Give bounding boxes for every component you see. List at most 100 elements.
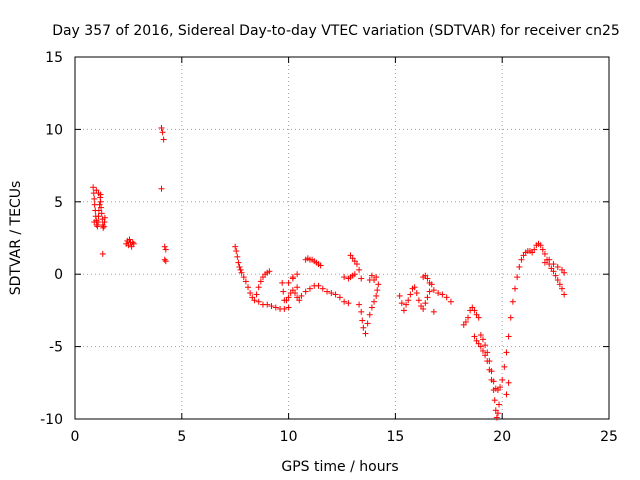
data-point — [407, 291, 414, 298]
data-point — [405, 297, 412, 304]
data-point — [443, 294, 450, 301]
x-tick-label: 25 — [600, 429, 618, 445]
data-point — [341, 298, 348, 305]
data-point — [242, 278, 249, 285]
data-point — [161, 256, 168, 263]
data-point — [237, 266, 244, 273]
data-point — [266, 268, 273, 275]
data-point — [422, 300, 429, 307]
data-point — [255, 284, 262, 291]
data-point — [439, 291, 446, 298]
data-point — [129, 239, 136, 246]
data-point — [362, 330, 369, 337]
data-point — [315, 282, 322, 289]
data-point — [398, 300, 405, 307]
data-point — [505, 333, 512, 340]
data-point — [491, 397, 498, 404]
data-point — [253, 291, 260, 298]
data-point — [233, 248, 240, 255]
data-point — [556, 281, 563, 288]
y-axis-label: SDTVAR / TECUs — [8, 181, 24, 296]
data-point — [328, 290, 335, 297]
data-point — [95, 213, 102, 220]
data-point — [415, 297, 422, 304]
data-point — [364, 320, 371, 327]
data-point — [486, 358, 493, 365]
data-point — [493, 414, 500, 421]
data-point — [488, 368, 495, 375]
data-point — [561, 269, 568, 276]
data-point — [240, 274, 247, 281]
data-point — [158, 185, 165, 192]
data-point — [447, 298, 454, 305]
data-point — [97, 191, 104, 198]
y-tick-label: 0 — [54, 267, 63, 283]
data-point — [332, 291, 339, 298]
y-tick-label: -5 — [49, 340, 63, 356]
data-point — [96, 201, 103, 208]
data-point — [435, 290, 442, 297]
data-point — [411, 284, 418, 291]
data-point — [554, 263, 561, 270]
y-tick-label: -10 — [40, 412, 63, 428]
data-point — [400, 307, 407, 314]
data-point — [424, 294, 431, 301]
data-point — [306, 285, 313, 292]
data-point — [541, 259, 548, 266]
data-point — [99, 250, 106, 257]
data-point — [471, 307, 478, 314]
data-point — [373, 292, 380, 299]
data-point — [477, 343, 484, 350]
data-point — [285, 304, 292, 311]
data-point — [518, 256, 525, 263]
data-point — [251, 297, 258, 304]
data-point — [292, 290, 299, 297]
x-tick-label: 0 — [71, 429, 80, 445]
data-point — [550, 261, 557, 268]
data-point — [317, 262, 324, 269]
data-point — [514, 274, 521, 281]
data-point — [366, 311, 373, 318]
data-point — [373, 274, 380, 281]
data-point — [100, 223, 107, 230]
data-point — [245, 284, 252, 291]
data-point — [234, 253, 241, 260]
data-point — [479, 347, 486, 354]
data-point — [324, 288, 331, 295]
data-point — [294, 271, 301, 278]
data-point — [268, 303, 275, 310]
data-point — [499, 376, 506, 383]
data-point — [368, 304, 375, 311]
data-point — [375, 281, 382, 288]
data-point — [430, 287, 437, 294]
data-point — [516, 263, 523, 270]
data-point — [126, 236, 133, 243]
x-tick-label: 5 — [177, 429, 186, 445]
data-point — [255, 298, 262, 305]
data-point — [497, 384, 504, 391]
data-point — [366, 276, 373, 283]
data-point — [509, 298, 516, 305]
data-point — [281, 297, 288, 304]
data-point — [475, 314, 482, 321]
data-point — [90, 184, 97, 191]
data-point — [358, 308, 365, 315]
x-tick-label: 10 — [280, 429, 298, 445]
data-point — [426, 279, 433, 286]
data-point — [465, 314, 472, 321]
data-point — [353, 261, 360, 268]
x-tick-label: 15 — [386, 429, 404, 445]
data-point — [561, 291, 568, 298]
data-point — [359, 317, 366, 324]
data-point — [484, 349, 491, 356]
grid-lines — [75, 57, 609, 419]
data-point — [371, 298, 378, 305]
data-point — [98, 204, 105, 211]
data-point — [91, 195, 98, 202]
data-point — [374, 287, 381, 294]
data-point — [264, 301, 271, 308]
data-point — [368, 272, 375, 279]
data-point — [130, 240, 137, 247]
data-point — [403, 301, 410, 308]
data-point — [238, 269, 245, 276]
